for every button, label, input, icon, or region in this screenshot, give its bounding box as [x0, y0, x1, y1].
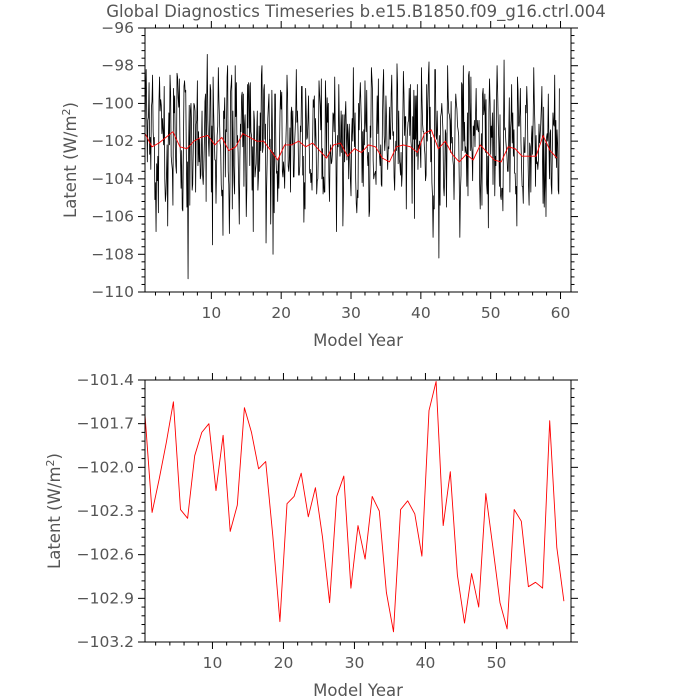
y-tick-label: −103.2: [77, 633, 134, 651]
series-line-0: [144, 381, 565, 633]
y-tick-label: −102: [91, 132, 134, 150]
y-axis-label: Latent (W/m2): [60, 102, 80, 218]
plot-frame: [144, 379, 572, 643]
plot-frame: [144, 27, 572, 293]
y-tick-label: −96: [101, 19, 134, 37]
x-tick-label: 20: [271, 304, 291, 322]
x-tick-label: 60: [551, 304, 571, 322]
y-axis-label: Latent (W/m2): [44, 453, 64, 569]
y-axis-label-text: Latent (W/m: [61, 115, 80, 217]
x-tick-label: 20: [274, 654, 294, 672]
x-tick-label: 10: [201, 304, 221, 322]
y-tick-label: −101.4: [77, 371, 134, 389]
series-line-1: [144, 129, 558, 163]
latent-annual-panel: 10 20 30 40 50 −103.2 −102.9 −102.6 −102.3 −102.0…: [44, 371, 578, 700]
x-tick-label: 50: [481, 304, 501, 322]
x-tick-label: 50: [487, 654, 507, 672]
y-tick-label: −110: [91, 283, 134, 301]
y-tick-label: −106: [91, 208, 134, 226]
x-axis-label: Model Year: [313, 681, 403, 700]
x-tick-label: 30: [345, 654, 365, 672]
y-tick-label: −102.6: [77, 546, 134, 564]
y-axis-label-text: Latent (W/m: [45, 466, 64, 568]
y-tick-label: −98: [101, 57, 134, 75]
x-axis-label: Model Year: [313, 331, 403, 350]
y-tick-label: −102.9: [77, 589, 134, 607]
series-line-0: [144, 54, 560, 280]
y-tick-label: −104: [91, 170, 134, 188]
y-tick-label: −101.7: [77, 415, 134, 433]
y-tick-label: −108: [91, 245, 134, 263]
y-axis-label-close: ): [61, 102, 80, 108]
latent-monthly-annual-panel: 10 20 30 40 50 60 −110 −108 −106 −104 −102 −100 −98 −…: [60, 19, 578, 350]
y-tick-label: −100: [91, 94, 134, 112]
y-axis-label-close: ): [45, 453, 64, 459]
y-axis-label-superscript: 2: [44, 459, 57, 466]
x-tick-label: 40: [411, 304, 431, 322]
y-axis-label-superscript: 2: [60, 108, 73, 115]
figure-title: Global Diagnostics Timeseries b.e15.B185…: [106, 2, 605, 22]
x-tick-label: 30: [341, 304, 361, 322]
y-tick-label: −102.0: [77, 458, 134, 476]
y-tick-label: −102.3: [77, 502, 134, 520]
x-tick-label: 10: [203, 654, 223, 672]
x-tick-label: 40: [416, 654, 436, 672]
